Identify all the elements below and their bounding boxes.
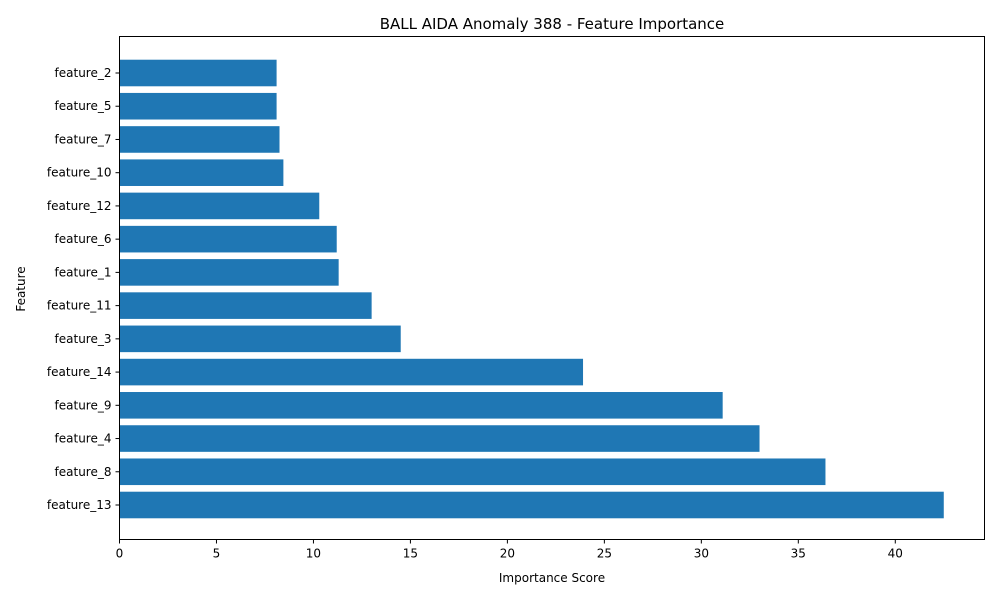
bar-feature-10 [119, 159, 284, 186]
y-tick-label: feature_11 [47, 299, 112, 313]
x-tick-label: 15 [403, 547, 418, 561]
y-tick-label: feature_6 [55, 232, 112, 246]
x-tick-label: 35 [791, 547, 806, 561]
x-tick-label: 20 [500, 547, 515, 561]
bar-feature-12 [119, 192, 320, 220]
y-tick-label: feature_1 [55, 265, 112, 279]
bar-feature-5 [119, 92, 277, 120]
bar-feature-4 [119, 425, 760, 452]
bar-feature-6 [119, 225, 337, 253]
bar-feature-3 [119, 325, 401, 353]
bar-feature-9 [119, 392, 723, 419]
y-axis-label: Feature [14, 266, 28, 311]
bars-group [119, 59, 944, 519]
x-tick-label: 25 [597, 547, 612, 561]
y-tick-label: feature_2 [55, 66, 112, 80]
y-tick-label: feature_4 [55, 432, 112, 446]
y-axis-ticks: feature_13 feature_8 feature_4 feature_9 fea… [47, 66, 120, 512]
bar-feature-11 [119, 292, 372, 319]
y-tick-label: feature_5 [55, 99, 112, 113]
y-tick-label: feature_13 [47, 498, 112, 512]
chart-title: BALL AIDA Anomaly 388 - Feature Importan… [380, 15, 725, 33]
bar-feature-2 [119, 59, 277, 87]
y-tick-label: feature_9 [55, 398, 112, 412]
bar-feature-8 [119, 458, 826, 486]
x-tick-label: 5 [213, 547, 221, 561]
bar-feature-14 [119, 358, 584, 386]
x-tick-label: 40 [888, 547, 903, 561]
y-tick-label: feature_8 [55, 465, 112, 479]
bar-feature-1 [119, 259, 339, 286]
y-tick-label: feature_10 [47, 166, 112, 180]
plot-frame [119, 36, 985, 540]
y-tick-label: feature_7 [55, 132, 112, 146]
bar-feature-13 [119, 491, 944, 519]
x-axis-ticks: 0 5 10 15 20 25 30 35 40 [116, 539, 903, 561]
x-axis-label: Importance Score [499, 571, 605, 585]
y-tick-label: feature_14 [47, 365, 112, 379]
y-tick-label: feature_3 [55, 332, 112, 346]
x-tick-label: 10 [306, 547, 321, 561]
y-tick-label: feature_12 [47, 199, 112, 213]
x-tick-label: 0 [116, 547, 124, 561]
bar-feature-7 [119, 126, 280, 153]
x-tick-label: 30 [694, 547, 709, 561]
